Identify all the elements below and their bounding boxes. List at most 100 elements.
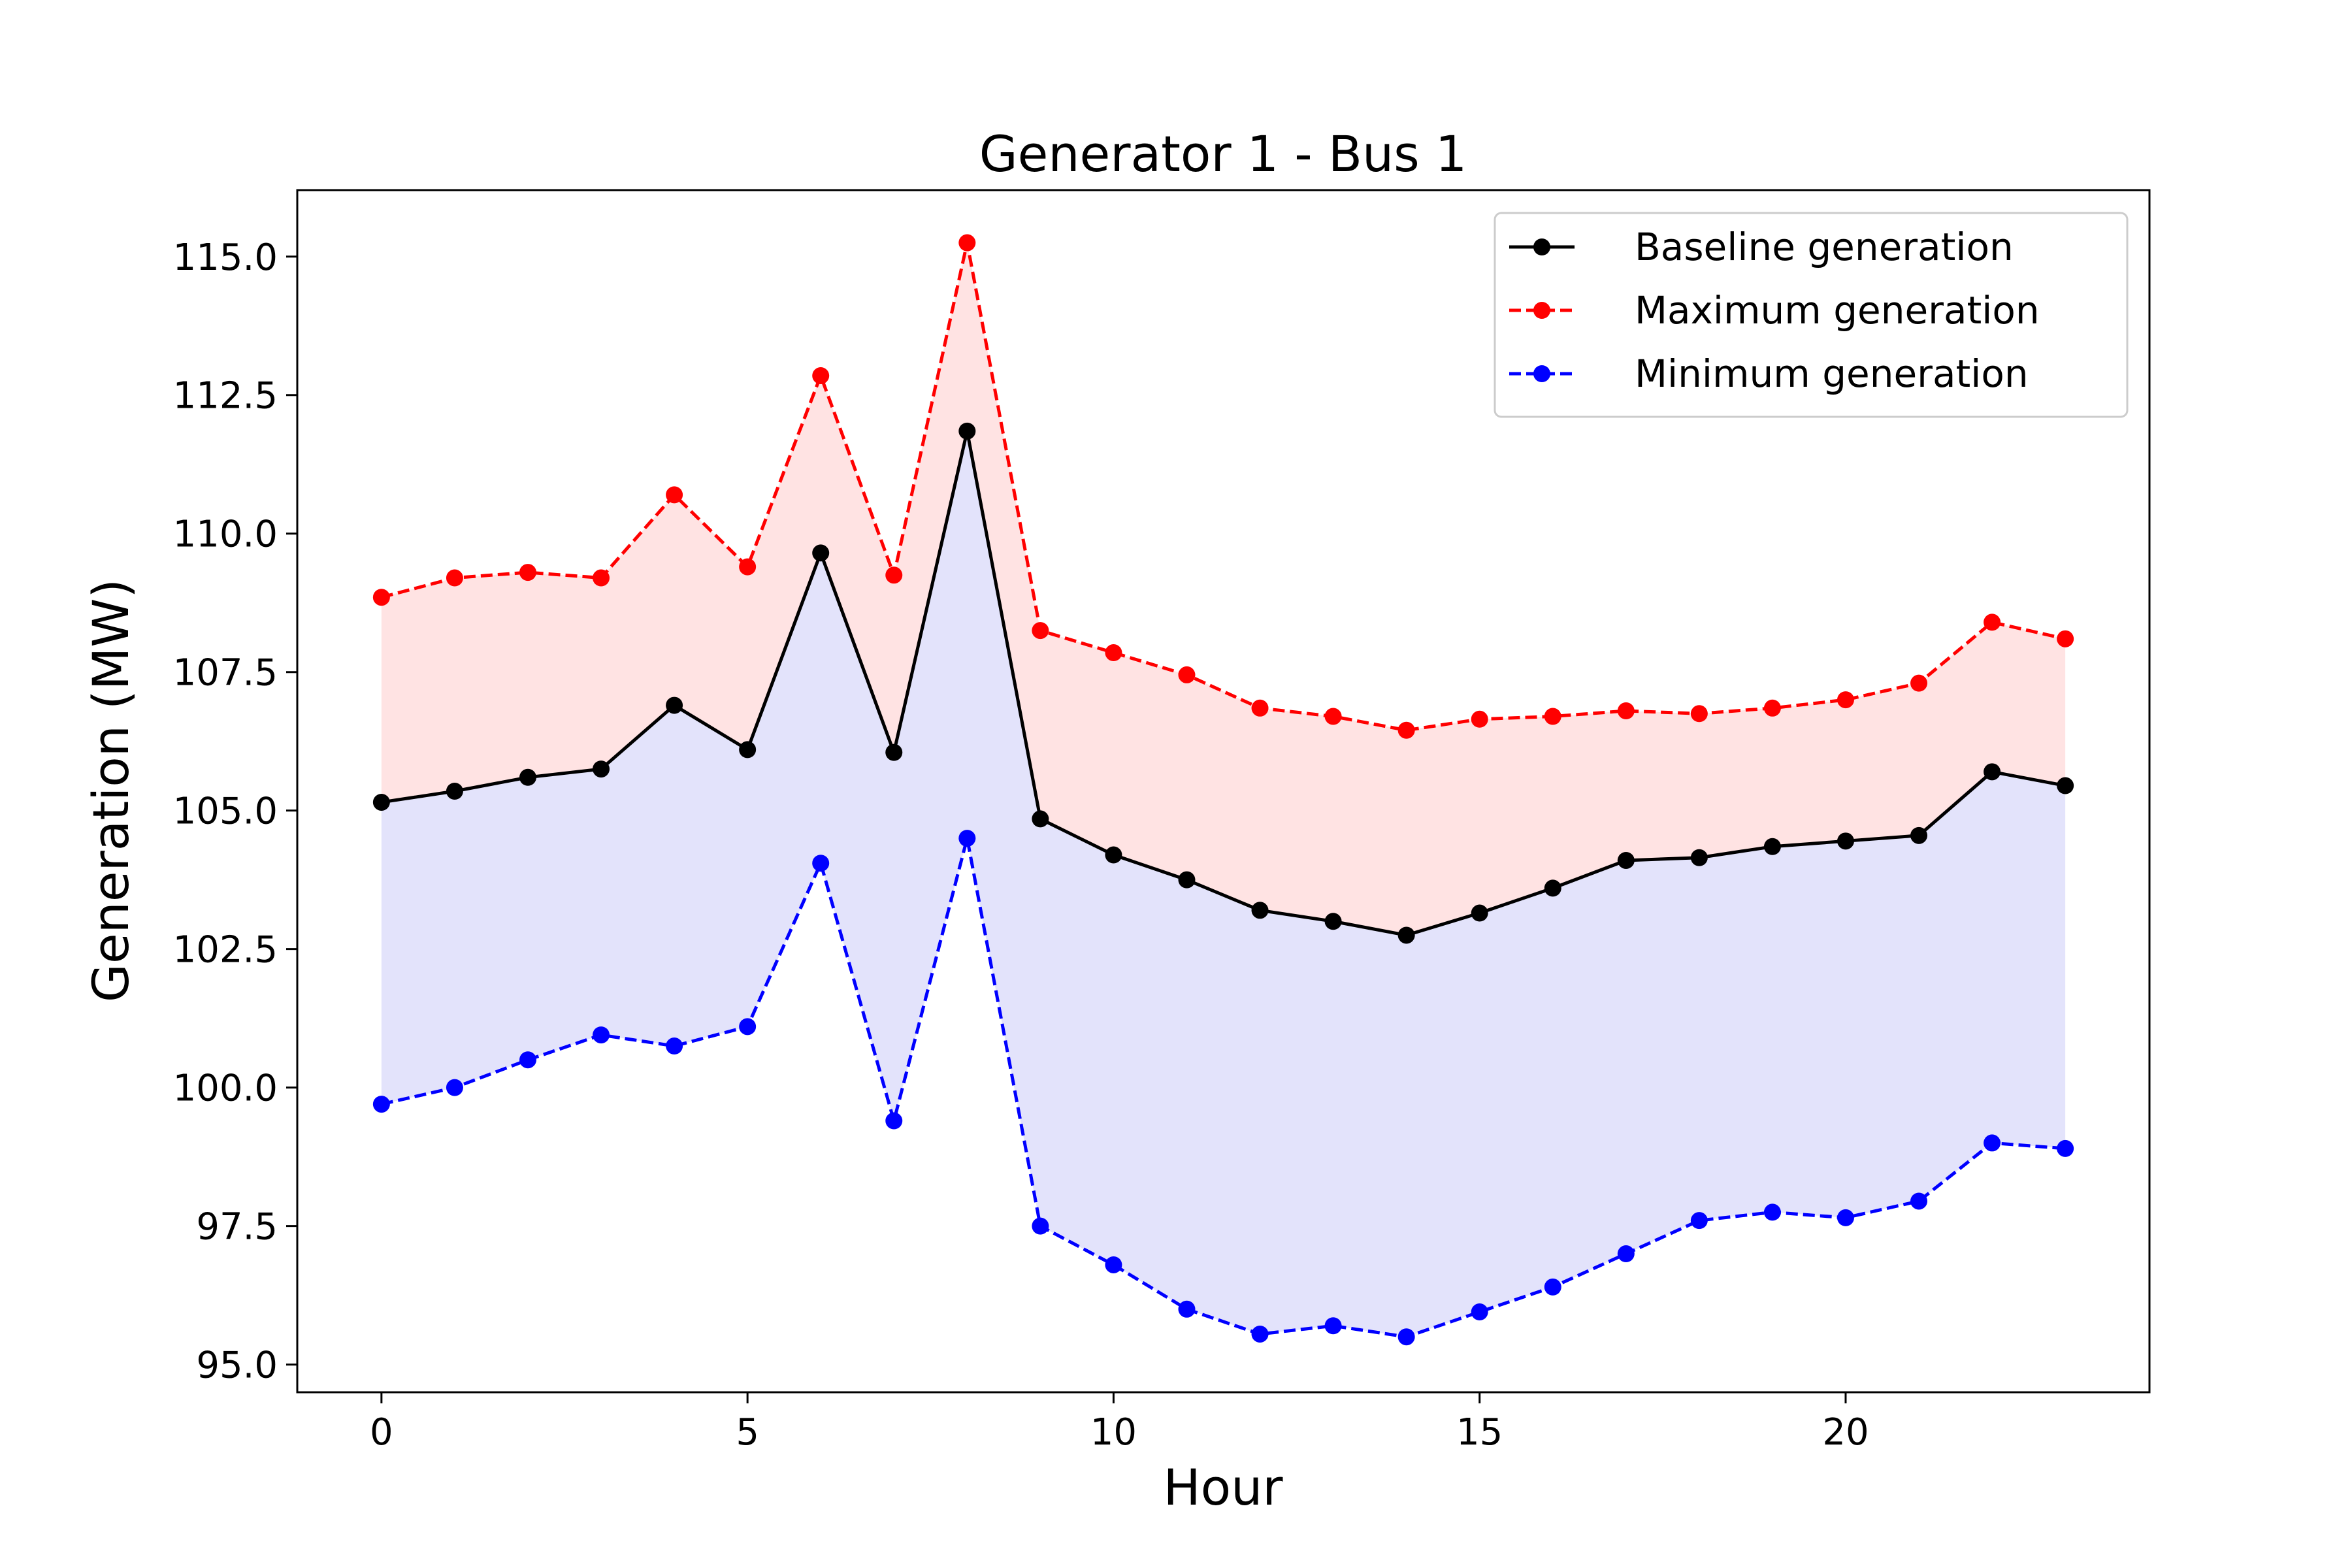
series-1-point-21 [1910,674,1928,692]
series-1-point-2 [519,564,536,581]
series-line-2 [381,836,2066,1339]
series-0-point-8 [958,422,976,440]
series-0-point-13 [1324,913,1342,930]
legend-label-2: Minimum generation [1635,351,2029,396]
series-2-point-22 [1984,1134,2001,1152]
series-1-point-1 [446,569,463,587]
series-2-point-2 [519,1051,536,1069]
series-1-point-5 [739,558,757,576]
series-2-point-9 [1032,1217,1049,1235]
legend-marker-1 [1533,302,1550,319]
y-axis-ticks: 95.0 97.5 100.0 102.5 105.0 107.5 110.0 112.5 11… [173,237,297,1387]
series-2-point-7 [885,1112,903,1130]
series-1-point-6 [812,367,830,385]
series-0-point-17 [1617,851,1635,869]
chart-title: Generator 1 - Bus 1 [979,125,1467,183]
series-1-point-13 [1324,708,1342,725]
series-1-point-0 [372,589,390,606]
y-tick-label-7: 112.5 [173,375,278,417]
series-markers [372,234,2074,1346]
series-0-point-3 [593,760,610,778]
series-2-point-13 [1324,1317,1342,1335]
series-1-point-20 [1837,691,1854,709]
x-axis-label: Hour [1163,1458,1283,1516]
legend-frame [1494,212,2129,418]
series-0-point-21 [1910,826,1928,844]
fill-areas [381,242,2066,1337]
series-line-0 [381,429,2066,937]
y-tick-label-5: 107.5 [173,652,278,694]
plot-frame [296,189,2151,1394]
series-2-point-8 [958,830,976,847]
series-2-point-23 [2057,1139,2074,1157]
series-0-point-4 [666,696,683,714]
series-2-point-17 [1617,1245,1635,1263]
series-0-point-1 [446,783,463,800]
series-0-point-7 [885,743,903,761]
legend-label-0: Baseline generation [1635,225,2014,269]
series-0-point-23 [2057,777,2074,794]
x-tick-label-2: 10 [1090,1411,1137,1454]
series-0-point-9 [1032,810,1049,828]
series-2-point-11 [1178,1300,1196,1318]
y-tick-label-6: 110.0 [173,514,278,556]
legend: Baseline generation Maximum generation Min… [1494,212,2129,418]
y-tick-label-4: 105.0 [173,791,278,833]
series-2-point-4 [666,1037,683,1055]
x-tick-label-3: 15 [1456,1411,1503,1454]
series-line-1 [381,241,2066,732]
legend-label-1: Maximum generation [1635,288,2040,333]
series-2-point-21 [1910,1192,1928,1210]
series-2-point-12 [1251,1325,1269,1343]
series-1-point-22 [1984,613,2001,631]
series-2-point-16 [1544,1278,1561,1296]
series-0-point-0 [372,793,390,811]
series-1-point-7 [885,566,903,584]
series-0-point-6 [812,544,830,562]
series-0-point-10 [1105,846,1122,864]
series-2-point-19 [1763,1203,1781,1221]
x-tick-label-1: 5 [736,1411,759,1454]
series-0-point-11 [1178,871,1196,889]
series-2-point-18 [1690,1212,1708,1230]
series-1-point-9 [1032,622,1049,640]
series-2-point-0 [372,1096,390,1113]
series-1-point-11 [1178,666,1196,683]
series-1-point-16 [1544,708,1561,725]
series-0-point-2 [519,768,536,786]
legend-items: Baseline generation Maximum generation Min… [1509,225,2040,396]
series-0-point-22 [1984,763,2001,781]
y-tick-label-8: 115.0 [173,237,278,279]
series-0-point-19 [1763,838,1781,855]
series-0-point-14 [1397,926,1415,944]
series-lines [381,241,2066,1339]
series-1-point-8 [958,234,976,252]
series-1-point-14 [1397,721,1415,739]
series-2-point-5 [739,1018,757,1036]
fill-area-1 [381,431,2066,1337]
y-tick-label-3: 102.5 [173,929,278,972]
series-1-point-4 [666,486,683,504]
series-1-point-15 [1471,710,1488,728]
series-1-point-17 [1617,702,1635,720]
series-2-point-15 [1471,1303,1488,1321]
series-2-point-20 [1837,1209,1854,1226]
series-2-point-10 [1105,1256,1122,1273]
series-1-point-12 [1251,699,1269,717]
series-0-point-20 [1837,832,1854,850]
series-0-point-5 [739,741,757,759]
series-1-point-10 [1105,644,1122,662]
series-0-point-12 [1251,902,1269,919]
x-tick-label-0: 0 [370,1411,393,1454]
series-0-point-15 [1471,904,1488,922]
fill-area-0 [381,242,2066,936]
legend-marker-0 [1533,238,1550,255]
series-2-point-3 [593,1026,610,1044]
series-2-point-1 [446,1079,463,1096]
legend-marker-2 [1533,365,1550,382]
y-tick-label-2: 100.0 [173,1068,278,1110]
y-tick-label-1: 97.5 [196,1206,278,1249]
y-axis-label: Generation (MW) [82,579,140,1002]
y-tick-label-0: 95.0 [196,1345,278,1387]
